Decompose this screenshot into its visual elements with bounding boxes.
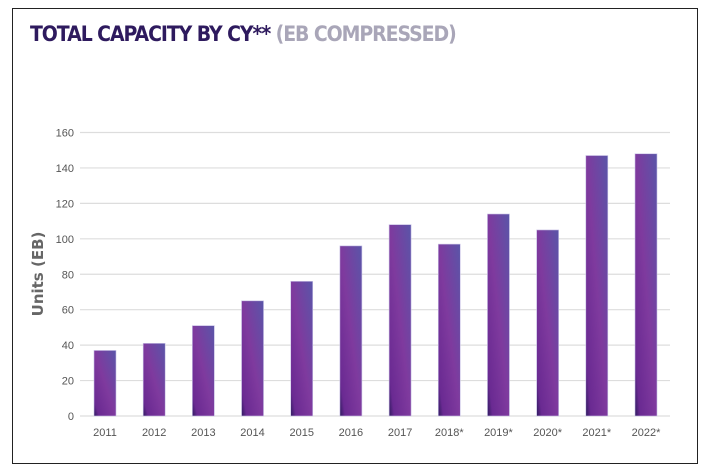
x-tick-label: 2017 (388, 427, 412, 439)
x-tick-label: 2022* (632, 427, 661, 439)
y-tick-label: 40 (62, 340, 74, 352)
bar-2017 (388, 224, 412, 417)
bar-2015 (290, 281, 314, 417)
y-tick-label: 140 (56, 163, 74, 175)
bar-2018 (437, 243, 461, 417)
y-tick-label: 100 (56, 234, 74, 246)
bar-2013 (192, 325, 215, 417)
chart-frame (12, 8, 698, 464)
x-tick-label: 2019* (484, 427, 513, 439)
y-tick-label: 120 (56, 198, 74, 210)
y-tick-label: 80 (62, 269, 74, 281)
bar-2019 (487, 213, 510, 417)
bar-2014 (241, 300, 264, 417)
x-tick-label: 2021* (582, 427, 611, 439)
x-tick-label: 2011 (93, 427, 117, 439)
x-tick-label: 2012 (142, 427, 166, 439)
x-tick-label: 2015 (289, 427, 313, 439)
y-tick-label: 60 (62, 305, 74, 317)
x-tick-label: 2013 (191, 427, 215, 439)
x-tick-label: 2018* (435, 427, 464, 439)
bar-2011 (93, 350, 117, 417)
bar-2016 (339, 245, 363, 417)
chart-title-block: TOTAL CAPACITY BY CY** (EB COMPRESSED) (30, 22, 457, 46)
bar-2022 (634, 153, 658, 417)
x-tick-label: 2016 (339, 427, 363, 439)
bar-2021 (585, 155, 609, 417)
chart-subtitle: (EB COMPRESSED) (275, 22, 457, 46)
y-axis-label: Units (EB) (29, 232, 47, 317)
bar-2020 (536, 229, 559, 417)
x-tick-label: 2020* (533, 427, 562, 439)
x-tick-label: 2014 (240, 427, 264, 439)
y-tick-label: 0 (68, 411, 74, 423)
y-tick-label: 20 (62, 376, 74, 388)
chart-title: TOTAL CAPACITY BY CY** (30, 22, 271, 46)
y-tick-label: 160 (56, 128, 74, 140)
bar-2012 (142, 343, 166, 417)
